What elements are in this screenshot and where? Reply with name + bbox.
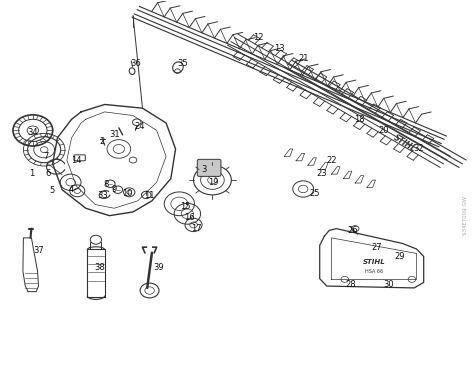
Text: 16: 16 — [184, 213, 195, 222]
Text: 1: 1 — [29, 169, 34, 177]
Text: 14: 14 — [71, 155, 82, 164]
Text: 12: 12 — [253, 33, 264, 42]
Text: 31: 31 — [109, 129, 119, 139]
Text: 15: 15 — [180, 202, 190, 211]
Text: 29: 29 — [395, 252, 405, 261]
Text: S34ET009 GW: S34ET009 GW — [463, 196, 468, 235]
Text: 17: 17 — [191, 224, 202, 233]
Text: 22: 22 — [326, 155, 337, 164]
Text: 37: 37 — [33, 246, 44, 255]
Text: 11: 11 — [144, 191, 155, 200]
Text: 39: 39 — [154, 263, 164, 272]
Text: 21: 21 — [298, 54, 309, 62]
Text: 2: 2 — [100, 137, 105, 146]
Text: 36: 36 — [130, 59, 141, 68]
FancyBboxPatch shape — [197, 159, 221, 176]
Text: 23: 23 — [317, 169, 328, 177]
Text: 26: 26 — [347, 226, 358, 235]
Text: 25: 25 — [310, 189, 320, 198]
Text: 19: 19 — [208, 178, 219, 187]
Text: 9: 9 — [111, 185, 117, 194]
Text: STIHL: STIHL — [363, 259, 385, 265]
Text: 5: 5 — [49, 186, 55, 195]
Text: 28: 28 — [345, 280, 356, 289]
Text: 33: 33 — [97, 191, 108, 200]
Text: 20: 20 — [378, 126, 389, 135]
Text: 8: 8 — [103, 180, 108, 189]
Text: HSA 66: HSA 66 — [365, 269, 383, 274]
Text: 38: 38 — [95, 263, 105, 272]
Text: 3: 3 — [201, 165, 207, 174]
Text: 35: 35 — [177, 59, 188, 68]
Text: 4: 4 — [69, 185, 74, 194]
Text: STIHL: STIHL — [392, 133, 418, 154]
Text: 13: 13 — [274, 44, 285, 53]
Text: 27: 27 — [371, 243, 382, 251]
Text: 32: 32 — [414, 144, 424, 153]
Text: 18: 18 — [355, 115, 365, 124]
Text: 6: 6 — [46, 169, 51, 177]
Text: 30: 30 — [383, 280, 393, 289]
Text: 24: 24 — [135, 122, 146, 131]
Text: 34: 34 — [27, 128, 38, 137]
Text: 10: 10 — [122, 189, 133, 198]
Text: 7: 7 — [43, 152, 48, 161]
